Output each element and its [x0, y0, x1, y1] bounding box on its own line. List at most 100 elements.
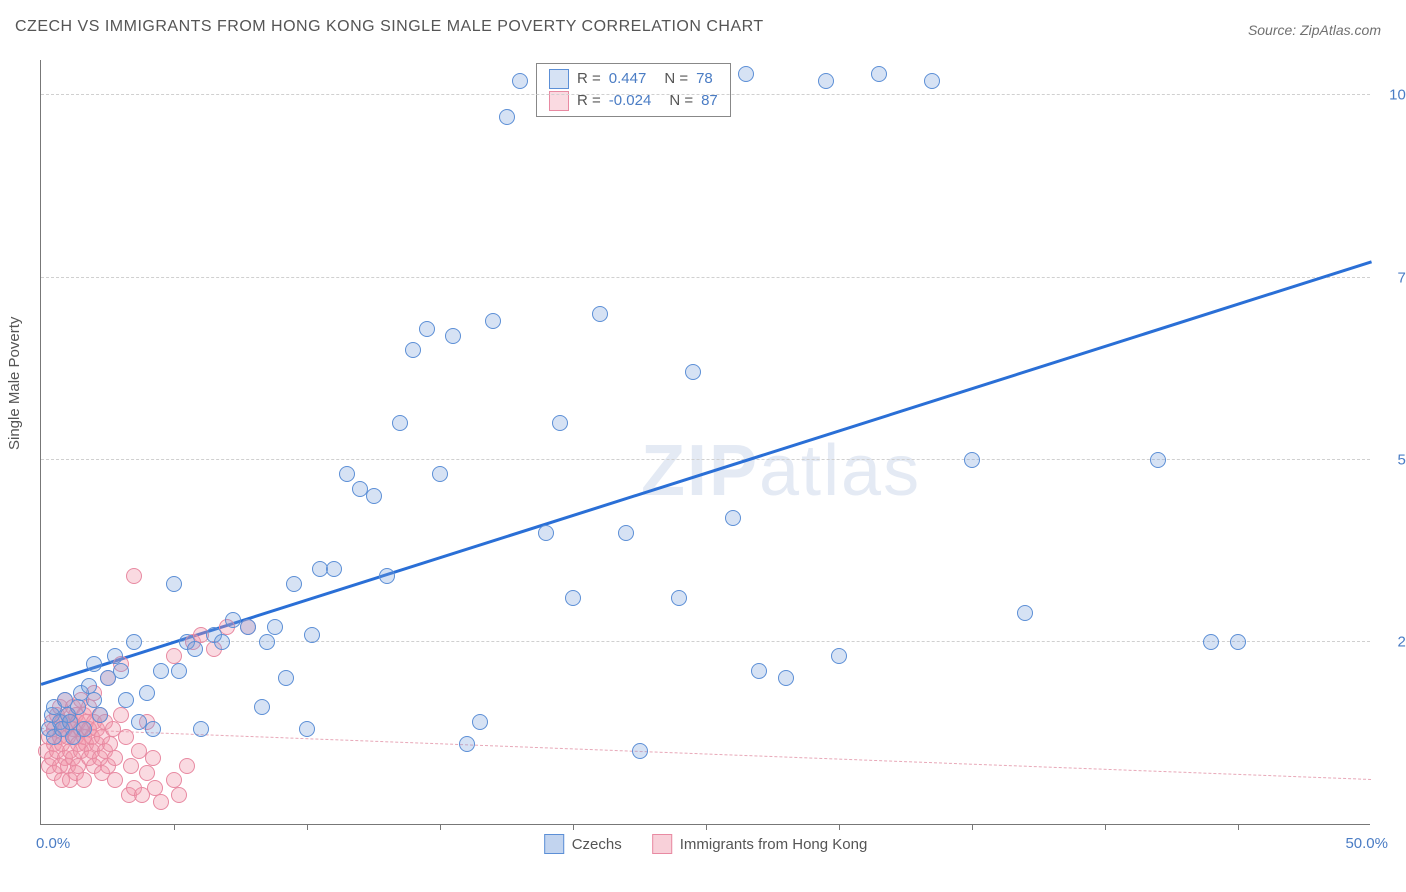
- gridline-h: [41, 641, 1370, 642]
- data-point: [632, 743, 648, 759]
- n-value-0: 78: [696, 68, 713, 90]
- legend-stats: R = 0.447 N = 78 R = -0.024 N = 87: [536, 63, 731, 117]
- data-point: [1230, 634, 1246, 650]
- data-point: [76, 772, 92, 788]
- data-point: [592, 306, 608, 322]
- data-point: [123, 758, 139, 774]
- data-point: [118, 729, 134, 745]
- data-point: [187, 641, 203, 657]
- data-point: [459, 736, 475, 752]
- legend-item-1: Immigrants from Hong Kong: [652, 834, 868, 854]
- data-point: [512, 73, 528, 89]
- x-tick-mark: [440, 824, 441, 830]
- data-point: [685, 364, 701, 380]
- data-point: [392, 415, 408, 431]
- data-point: [126, 568, 142, 584]
- legend-swatch-1: [652, 834, 672, 854]
- data-point: [538, 525, 554, 541]
- data-point: [254, 699, 270, 715]
- data-point: [171, 787, 187, 803]
- data-point: [339, 466, 355, 482]
- watermark-light: atlas: [759, 431, 921, 511]
- data-point: [107, 750, 123, 766]
- data-point: [924, 73, 940, 89]
- data-point: [240, 619, 256, 635]
- data-point: [145, 750, 161, 766]
- legend-label-1: Immigrants from Hong Kong: [680, 836, 868, 853]
- x-tick-mark: [307, 824, 308, 830]
- data-point: [964, 452, 980, 468]
- x-tick-mark: [1238, 824, 1239, 830]
- legend-stats-row-0: R = 0.447 N = 78: [549, 68, 718, 90]
- n-label-1: N =: [669, 90, 693, 112]
- r-label-1: R =: [577, 90, 601, 112]
- data-point: [267, 619, 283, 635]
- data-point: [179, 758, 195, 774]
- data-point: [145, 721, 161, 737]
- data-point: [70, 699, 86, 715]
- data-point: [1150, 452, 1166, 468]
- x-tick-mark: [972, 824, 973, 830]
- chart-container: CZECH VS IMMIGRANTS FROM HONG KONG SINGL…: [0, 0, 1406, 892]
- data-point: [419, 321, 435, 337]
- y-tick-label: 50.0%: [1380, 451, 1406, 468]
- y-tick-label: 100.0%: [1380, 87, 1406, 104]
- source-attribution: Source: ZipAtlas.com: [1248, 22, 1381, 38]
- watermark-bold: ZIP: [641, 431, 759, 511]
- data-point: [405, 342, 421, 358]
- r-value-1: -0.024: [609, 90, 652, 112]
- data-point: [139, 685, 155, 701]
- data-point: [485, 313, 501, 329]
- x-tick-mark: [1105, 824, 1106, 830]
- x-tick-mark: [706, 824, 707, 830]
- data-point: [778, 670, 794, 686]
- r-label-0: R =: [577, 68, 601, 90]
- legend-stats-row-1: R = -0.024 N = 87: [549, 90, 718, 112]
- data-point: [113, 663, 129, 679]
- legend-swatch-0: [544, 834, 564, 854]
- n-value-1: 87: [701, 90, 718, 112]
- data-point: [304, 627, 320, 643]
- data-point: [831, 648, 847, 664]
- data-point: [366, 488, 382, 504]
- data-point: [565, 590, 581, 606]
- data-point: [552, 415, 568, 431]
- data-point: [1203, 634, 1219, 650]
- data-point: [86, 656, 102, 672]
- data-point: [214, 634, 230, 650]
- data-point: [286, 576, 302, 592]
- x-tick-mark: [839, 824, 840, 830]
- data-point: [432, 466, 448, 482]
- data-point: [92, 707, 108, 723]
- data-point: [445, 328, 461, 344]
- data-point: [499, 109, 515, 125]
- data-point: [671, 590, 687, 606]
- data-point: [259, 634, 275, 650]
- legend-item-0: Czechs: [544, 834, 622, 854]
- data-point: [76, 721, 92, 737]
- data-point: [738, 66, 754, 82]
- data-point: [871, 66, 887, 82]
- data-point: [818, 73, 834, 89]
- x-tick-min: 0.0%: [36, 835, 70, 852]
- r-value-0: 0.447: [609, 68, 647, 90]
- data-point: [113, 707, 129, 723]
- gridline-h: [41, 277, 1370, 278]
- chart-title: CZECH VS IMMIGRANTS FROM HONG KONG SINGL…: [15, 18, 764, 36]
- y-axis-label: Single Male Poverty: [6, 317, 23, 450]
- watermark: ZIPatlas: [641, 430, 921, 512]
- data-point: [193, 721, 209, 737]
- x-tick-max: 50.0%: [1345, 835, 1388, 852]
- data-point: [1017, 605, 1033, 621]
- y-tick-label: 75.0%: [1380, 269, 1406, 286]
- x-tick-mark: [174, 824, 175, 830]
- data-point: [126, 634, 142, 650]
- data-point: [751, 663, 767, 679]
- swatch-series-0: [549, 69, 569, 89]
- plot-area: ZIPatlas R = 0.447 N = 78 R = -0.024 N =…: [40, 60, 1370, 825]
- data-point: [379, 568, 395, 584]
- legend-series: Czechs Immigrants from Hong Kong: [544, 834, 868, 854]
- data-point: [326, 561, 342, 577]
- legend-label-0: Czechs: [572, 836, 622, 853]
- data-point: [171, 663, 187, 679]
